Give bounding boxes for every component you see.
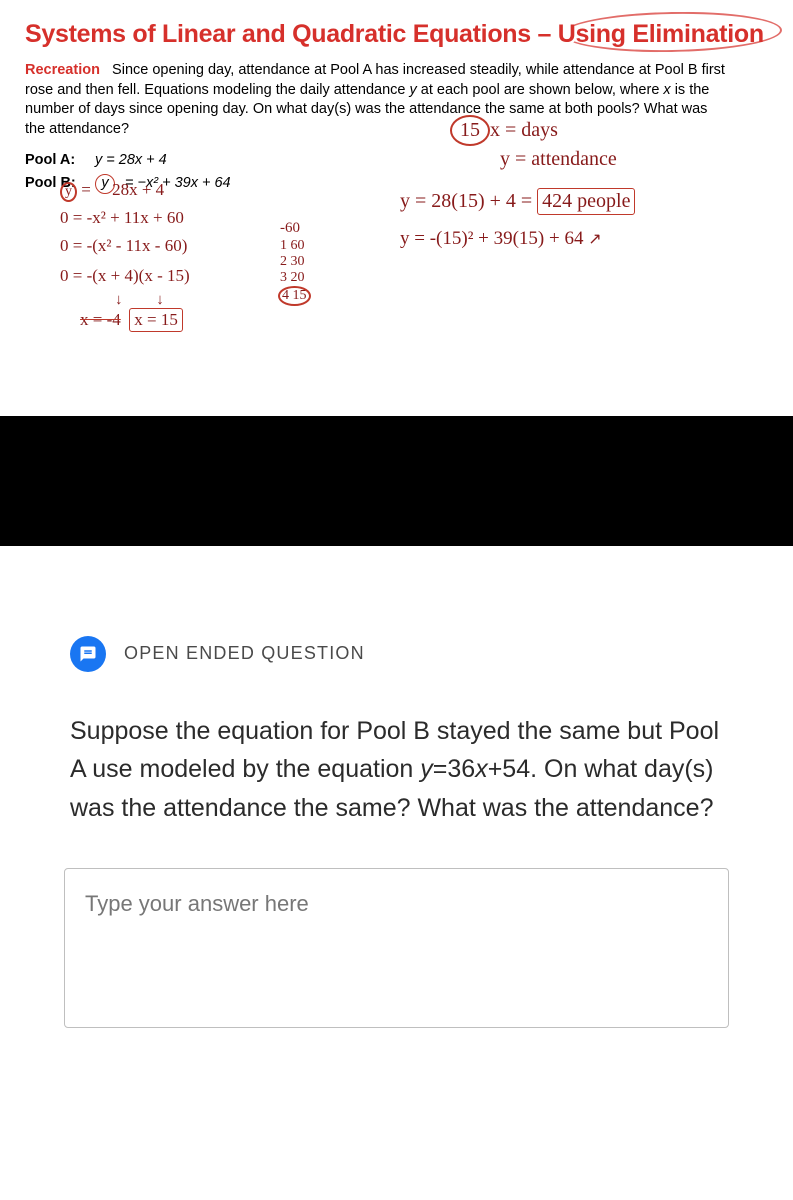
hw-attendance: y = attendance — [500, 148, 617, 171]
hw-line1: y = 28x + 4 — [60, 180, 164, 202]
hw-line3: 0 = -(x² - 11x - 60) — [60, 236, 187, 256]
pool-a-equation: y = 28x + 4 — [95, 149, 167, 172]
problem-statement: Recreation Since opening day, attendance… — [25, 61, 725, 139]
hw-factor-header: -60 — [280, 220, 300, 237]
question-equation: y — [420, 755, 433, 783]
interactive-region: OPEN ENDED QUESTION Suppose the equation… — [0, 546, 793, 1078]
hw-line4: 0 = -(x + 4)(x - 15) — [60, 266, 190, 286]
answer-input[interactable]: Type your answer here — [64, 868, 729, 1028]
question-type-label: OPEN ENDED QUESTION — [124, 643, 365, 664]
hw-sub-b: y = -(15)² + 39(15) + 64 ↗ — [400, 228, 602, 250]
section-divider — [0, 416, 793, 546]
hw-solutions: x = -4 x = 15 — [80, 308, 183, 332]
question-card: OPEN ENDED QUESTION Suppose the equation… — [40, 606, 753, 1058]
chat-icon — [70, 636, 106, 672]
pool-a-label: Pool A: — [25, 149, 85, 172]
question-header: OPEN ENDED QUESTION — [64, 636, 729, 672]
hw-days: 15x = days — [450, 115, 558, 146]
question-text: Suppose the equation for Pool B stayed t… — [64, 712, 729, 828]
hw-line2: 0 = -x² + 11x + 60 — [60, 208, 184, 228]
hw-sub-a: y = 28(15) + 4 = 424 people — [400, 188, 635, 215]
worksheet-region: Systems of Linear and Quadratic Equation… — [0, 0, 793, 416]
problem-prefix: Recreation — [25, 62, 100, 78]
